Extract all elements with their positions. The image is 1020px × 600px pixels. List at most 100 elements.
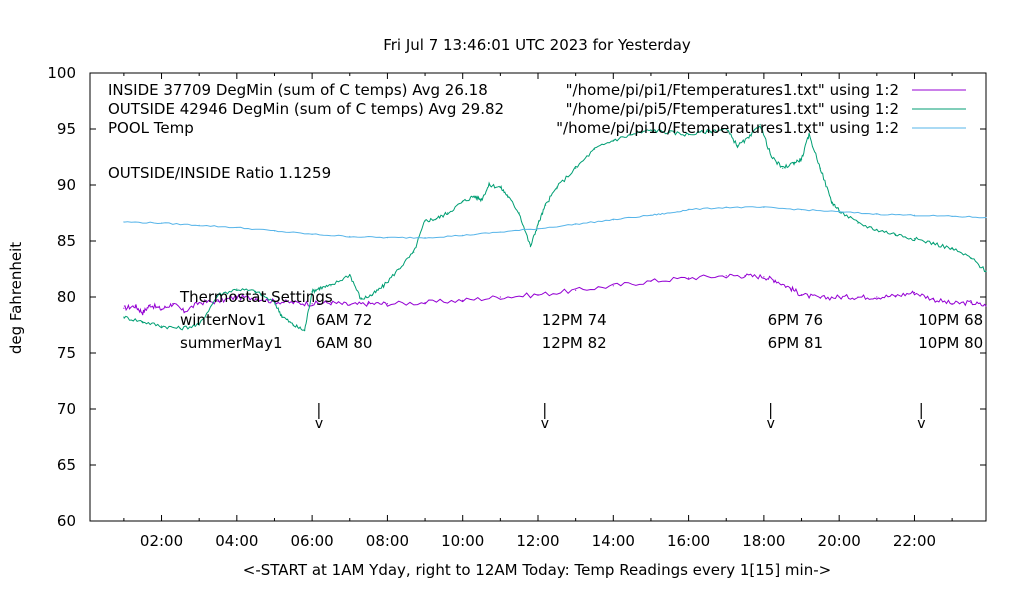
series-1-point [575,167,577,169]
y-tick-label: 90 [57,176,76,194]
series-layer [123,123,987,332]
series-0-point [462,299,464,301]
thermostat-setting: 6AM 80 [316,334,373,352]
series-0-point [537,294,539,296]
thermostat-row-label: winterNov1 [180,311,266,329]
series-1-point [759,123,761,126]
series-1-point [360,298,362,300]
x-tick-label: 02:00 [140,532,183,550]
y-tick-label: 70 [57,400,76,418]
series-0-point [985,305,987,307]
series-0-point [183,310,185,313]
legend-name: POOL Temp [108,119,194,137]
series-2-point [913,214,916,216]
series-1-point [537,223,539,225]
series-1-point [556,186,558,188]
series-1-point [544,204,547,206]
series-2-point [537,228,539,230]
series-2-point [951,215,953,217]
x-tick-label: 04:00 [215,532,258,550]
series-0-point [838,296,840,298]
y-tick-label: 60 [57,512,76,530]
series-2-point [838,211,840,213]
series-1-point [876,229,878,231]
thermostat-title: Thermostat Settings [179,288,333,306]
x-tick-label: 08:00 [366,532,409,550]
series-1-point [273,302,276,304]
series-1-point [970,257,972,259]
series-1-point [330,285,332,287]
series-0-point [819,297,821,299]
series-0-point [367,303,370,305]
legend-name: INSIDE 37709 DegMin (sum of C temps) Avg… [108,81,488,99]
series-0-point [932,298,934,300]
series-0-point [386,303,389,305]
series-2-point [123,221,125,223]
legend-name: OUTSIDE 42946 DegMin (sum of C temps) Av… [108,100,504,118]
series-0-point [292,302,294,304]
series-1-point [123,316,125,318]
series-2-point [985,216,987,219]
series-1-point [292,324,294,326]
series-1-point [951,248,953,250]
series-1-point [160,325,163,327]
thermostat-setting: 6PM 81 [768,334,823,352]
series-0-point [970,302,972,304]
series-1-point [473,195,475,197]
series-0-point [763,276,765,278]
x-tick-label: 18:00 [742,532,785,550]
series-2-point [424,237,426,239]
x-tick-label: 22:00 [893,532,936,550]
series-0-point [217,300,219,303]
x-tick-label: 10:00 [441,532,484,550]
series-1-point [593,148,596,150]
series-1-point [793,162,795,164]
series-1-point [518,212,520,214]
series-2-point [386,237,389,239]
series-2-point [311,233,313,235]
series-0-point [134,305,136,307]
series-2-point [499,231,501,233]
series-1-point [217,294,219,296]
series-2-point [612,219,614,221]
series-2-point [687,209,690,211]
series-1-point [895,233,897,235]
series-2-point [198,224,200,226]
x-axis-label: <-START at 1AM Yday, right to 12AM Today… [243,561,831,579]
series-1-point [736,145,739,147]
series-2-point [876,213,878,215]
thermostat-setting: 6AM 72 [316,311,373,329]
ratio-label: OUTSIDE/INSIDE Ratio 1.1259 [108,164,331,182]
series-1-point [913,238,916,240]
series-1-point [706,130,709,132]
series-0-point [876,296,878,298]
series-0-point [330,302,332,304]
series-2-point [575,223,577,225]
series-0-point [725,275,727,277]
series-1-point [383,285,385,287]
series-1-point [255,290,257,292]
x-tick-label: 20:00 [818,532,861,550]
y-tick-label: 80 [57,288,76,306]
series-1-point [281,315,283,317]
marker-arrow: v [767,416,775,432]
series-1-point [857,222,859,224]
series-0-point [612,285,614,287]
series-1-point [782,167,784,169]
series-0-point [172,303,174,305]
series-0-point [198,302,200,304]
series-1-point [179,327,181,329]
series-line-2 [123,206,987,239]
series-1-point [349,274,351,276]
series-1-point [612,139,614,141]
series-1-point [529,246,532,248]
series-0-point [575,289,577,291]
x-tick-label: 12:00 [516,532,559,550]
thermostat-row-label: summerMay1 [180,334,283,352]
legend: INSIDE 37709 DegMin (sum of C temps) Avg… [108,81,966,137]
thermostat-setting: 10PM 68 [918,311,983,329]
series-1-point [800,158,803,160]
series-2-point [650,214,652,216]
series-1-point [725,128,727,130]
y-tick-label: 65 [57,456,76,474]
